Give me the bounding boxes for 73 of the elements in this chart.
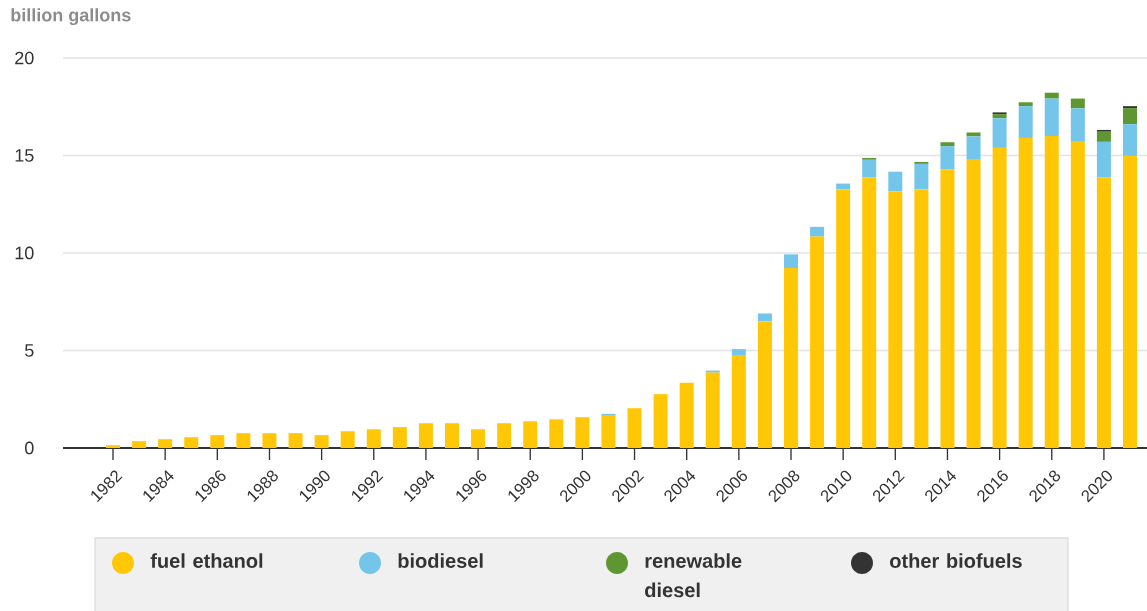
bar	[340, 431, 355, 448]
bar	[601, 415, 616, 448]
bar	[653, 394, 668, 448]
bar	[992, 114, 1007, 119]
bar	[914, 189, 929, 448]
bar	[1096, 177, 1111, 448]
bar	[731, 349, 746, 355]
y-tick-label: 20	[15, 51, 34, 65]
y-tick-label: 10	[15, 246, 34, 260]
bar	[314, 435, 329, 448]
bar	[288, 433, 303, 448]
bar	[757, 313, 772, 322]
bar	[757, 321, 772, 448]
bar	[836, 189, 851, 448]
legend-label: biodiesel	[398, 553, 483, 568]
bar	[627, 408, 642, 448]
bar	[1044, 98, 1059, 136]
bar	[862, 159, 877, 178]
bar	[784, 268, 798, 448]
bar	[549, 419, 564, 448]
bar	[523, 421, 538, 448]
bar	[1070, 141, 1085, 448]
bar	[392, 427, 407, 448]
bar	[158, 439, 173, 448]
bar	[1044, 92, 1059, 99]
bar	[1018, 137, 1033, 448]
bar	[992, 118, 1007, 148]
y-tick-label: 5	[25, 344, 34, 357]
bar	[418, 423, 433, 448]
bar	[575, 417, 590, 448]
bar	[471, 429, 486, 448]
y-tick-label: 15	[15, 149, 34, 162]
bar	[1122, 155, 1137, 448]
bar	[705, 372, 720, 448]
bar	[992, 147, 1007, 448]
legend-label: other biofuels	[890, 553, 1022, 568]
bar	[810, 236, 825, 448]
bar	[1018, 106, 1033, 138]
y-axis-title: billion gallons	[11, 8, 131, 26]
bar	[236, 433, 251, 448]
bar	[1070, 98, 1085, 109]
legend-label: fuel ethanol	[150, 553, 263, 568]
bar	[940, 169, 955, 448]
bar	[1096, 141, 1111, 178]
bar	[445, 423, 459, 448]
bar	[784, 254, 798, 269]
bar	[914, 163, 929, 190]
bar	[966, 132, 981, 137]
bar	[1096, 131, 1111, 142]
bar	[966, 136, 981, 160]
bar	[1122, 124, 1137, 156]
bar	[184, 437, 199, 448]
bar	[1070, 108, 1085, 142]
bar	[966, 159, 981, 448]
bar	[1018, 102, 1033, 107]
bar	[810, 226, 825, 237]
bar	[940, 142, 955, 147]
bar	[731, 354, 746, 448]
bar	[106, 445, 121, 448]
bar	[940, 146, 955, 170]
bar	[862, 177, 877, 448]
bar	[210, 435, 225, 448]
bar	[262, 433, 277, 448]
bar	[132, 441, 147, 448]
y-tick-label: 0	[25, 441, 34, 455]
bar	[679, 382, 694, 448]
bar	[366, 429, 381, 448]
bar	[1122, 108, 1137, 125]
legend-label: renewable diesel	[645, 553, 742, 598]
bar	[497, 423, 512, 448]
bar	[888, 191, 903, 448]
bar	[888, 171, 903, 192]
bar	[1044, 135, 1059, 448]
